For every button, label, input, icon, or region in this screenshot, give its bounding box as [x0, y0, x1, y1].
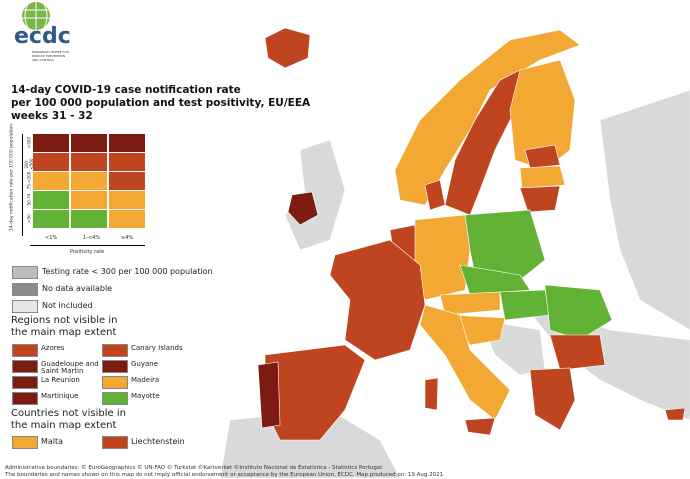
footer-attribution: Administrative boundaries: © EuroGeograp…: [5, 465, 384, 471]
y-axis-label: 14-day notification rate per 100 000 pop…: [9, 123, 15, 232]
legend-swatch: [12, 283, 38, 296]
region-denmark: [424, 179, 446, 211]
country-label: Liechtenstein: [131, 437, 185, 446]
logo-text: ecdc: [14, 24, 71, 49]
legend-label: Testing rate < 300 per 100 000 populatio…: [42, 267, 213, 276]
logo-subtitle: EUROPEAN CENTRE FOR DISEASE PREVENTION A…: [32, 50, 69, 62]
region-bulgaria: [549, 334, 606, 371]
title-line: per 100 000 population and test positivi…: [11, 97, 311, 109]
region-austria: [439, 291, 501, 316]
matrix-cell: [109, 210, 145, 228]
matrix-cell: [109, 172, 145, 190]
legend-label: No data available: [42, 284, 113, 293]
country-swatch: [12, 436, 38, 449]
matrix-cell: [71, 210, 107, 228]
matrix-cell: [71, 153, 107, 171]
region-sardinia: [424, 377, 439, 411]
y-axis-arrow: [22, 134, 23, 236]
row-label: <50: [26, 214, 32, 223]
matrix-cell: [33, 134, 69, 152]
row-label: 75-<200: [26, 171, 32, 190]
title-line: 14-day COVID-19 case notification rate: [11, 84, 241, 96]
legend-label: Not included: [42, 301, 93, 310]
region-swatch: [12, 392, 38, 405]
matrix-cell: [71, 191, 107, 209]
region-label: Canary Islands: [131, 344, 183, 352]
region-swatch: [12, 344, 38, 357]
matrix-cell: [33, 210, 69, 228]
region-france: [329, 239, 426, 361]
region-hungary: [499, 289, 551, 321]
region-swatch: [102, 360, 128, 373]
region-germany: [414, 214, 471, 301]
region-label: Azores: [41, 344, 65, 352]
matrix-cell: [109, 153, 145, 171]
matrix-cell: [71, 134, 107, 152]
legend-swatch: [12, 300, 38, 313]
matrix-cell: [109, 191, 145, 209]
region-norway: [394, 29, 581, 206]
region-czechia-slovakia: [459, 264, 531, 296]
matrix-cell: [109, 134, 145, 152]
column-label: ≥4%: [121, 235, 134, 241]
region-latvia: [519, 165, 566, 189]
matrix-cell: [33, 172, 69, 190]
row-label: 50-74: [26, 193, 32, 206]
row-label: >500: [26, 137, 32, 148]
region-swatch: [102, 376, 128, 389]
x-axis-label: Positivity rate: [70, 249, 105, 255]
regions-heading: Regions not visible in the main map exte…: [11, 315, 118, 338]
matrix-cell: [33, 153, 69, 171]
footer-disclaimer: The boundaries and names shown on this m…: [5, 472, 444, 478]
region-label: Martinique: [41, 392, 79, 400]
map-title: 14-day COVID-19 case notification rate p…: [11, 84, 310, 123]
region-lithuania: [519, 185, 561, 213]
region-swatch: [12, 360, 38, 373]
region-label: Guyane: [131, 360, 159, 368]
footer: Administrative boundaries: © EuroGeograp…: [5, 465, 443, 479]
region-romania: [544, 284, 613, 341]
x-axis-arrow: [30, 245, 145, 246]
region-ireland: [287, 191, 319, 226]
region-label: La Reunion: [41, 376, 80, 384]
region-swatch: [102, 344, 128, 357]
region-iceland: [264, 27, 311, 69]
region-estonia: [524, 144, 561, 169]
countries-heading: Countries not visible in the main map ex…: [11, 408, 126, 431]
ecdc-logo: ecdc EUROPEAN CENTRE FOR DISEASE PREVENT…: [12, 2, 82, 62]
region-portugal: [257, 361, 281, 429]
region-label: Madeira: [131, 376, 160, 384]
regions: [257, 27, 686, 441]
region-swatch: [12, 376, 38, 389]
region-swatch: [102, 392, 128, 405]
region-sicily: [464, 417, 496, 436]
matrix-cell: [71, 172, 107, 190]
region-label: Mayotte: [131, 392, 160, 400]
column-label: <1%: [45, 235, 58, 241]
title-line: weeks 31 - 32: [11, 110, 93, 122]
country-label: Malta: [41, 437, 64, 446]
country-swatch: [102, 436, 128, 449]
region-greece: [529, 367, 576, 431]
legend-swatch: [12, 266, 38, 279]
region-cyprus: [664, 407, 686, 421]
region-label: Guadeloupe and Saint Martin: [41, 360, 99, 375]
region-italy: [419, 304, 511, 421]
matrix-cell: [33, 191, 69, 209]
column-label: 1-<4%: [83, 235, 101, 241]
matrix-legend: 14-day notification rate per 100 000 pop…: [0, 120, 200, 270]
